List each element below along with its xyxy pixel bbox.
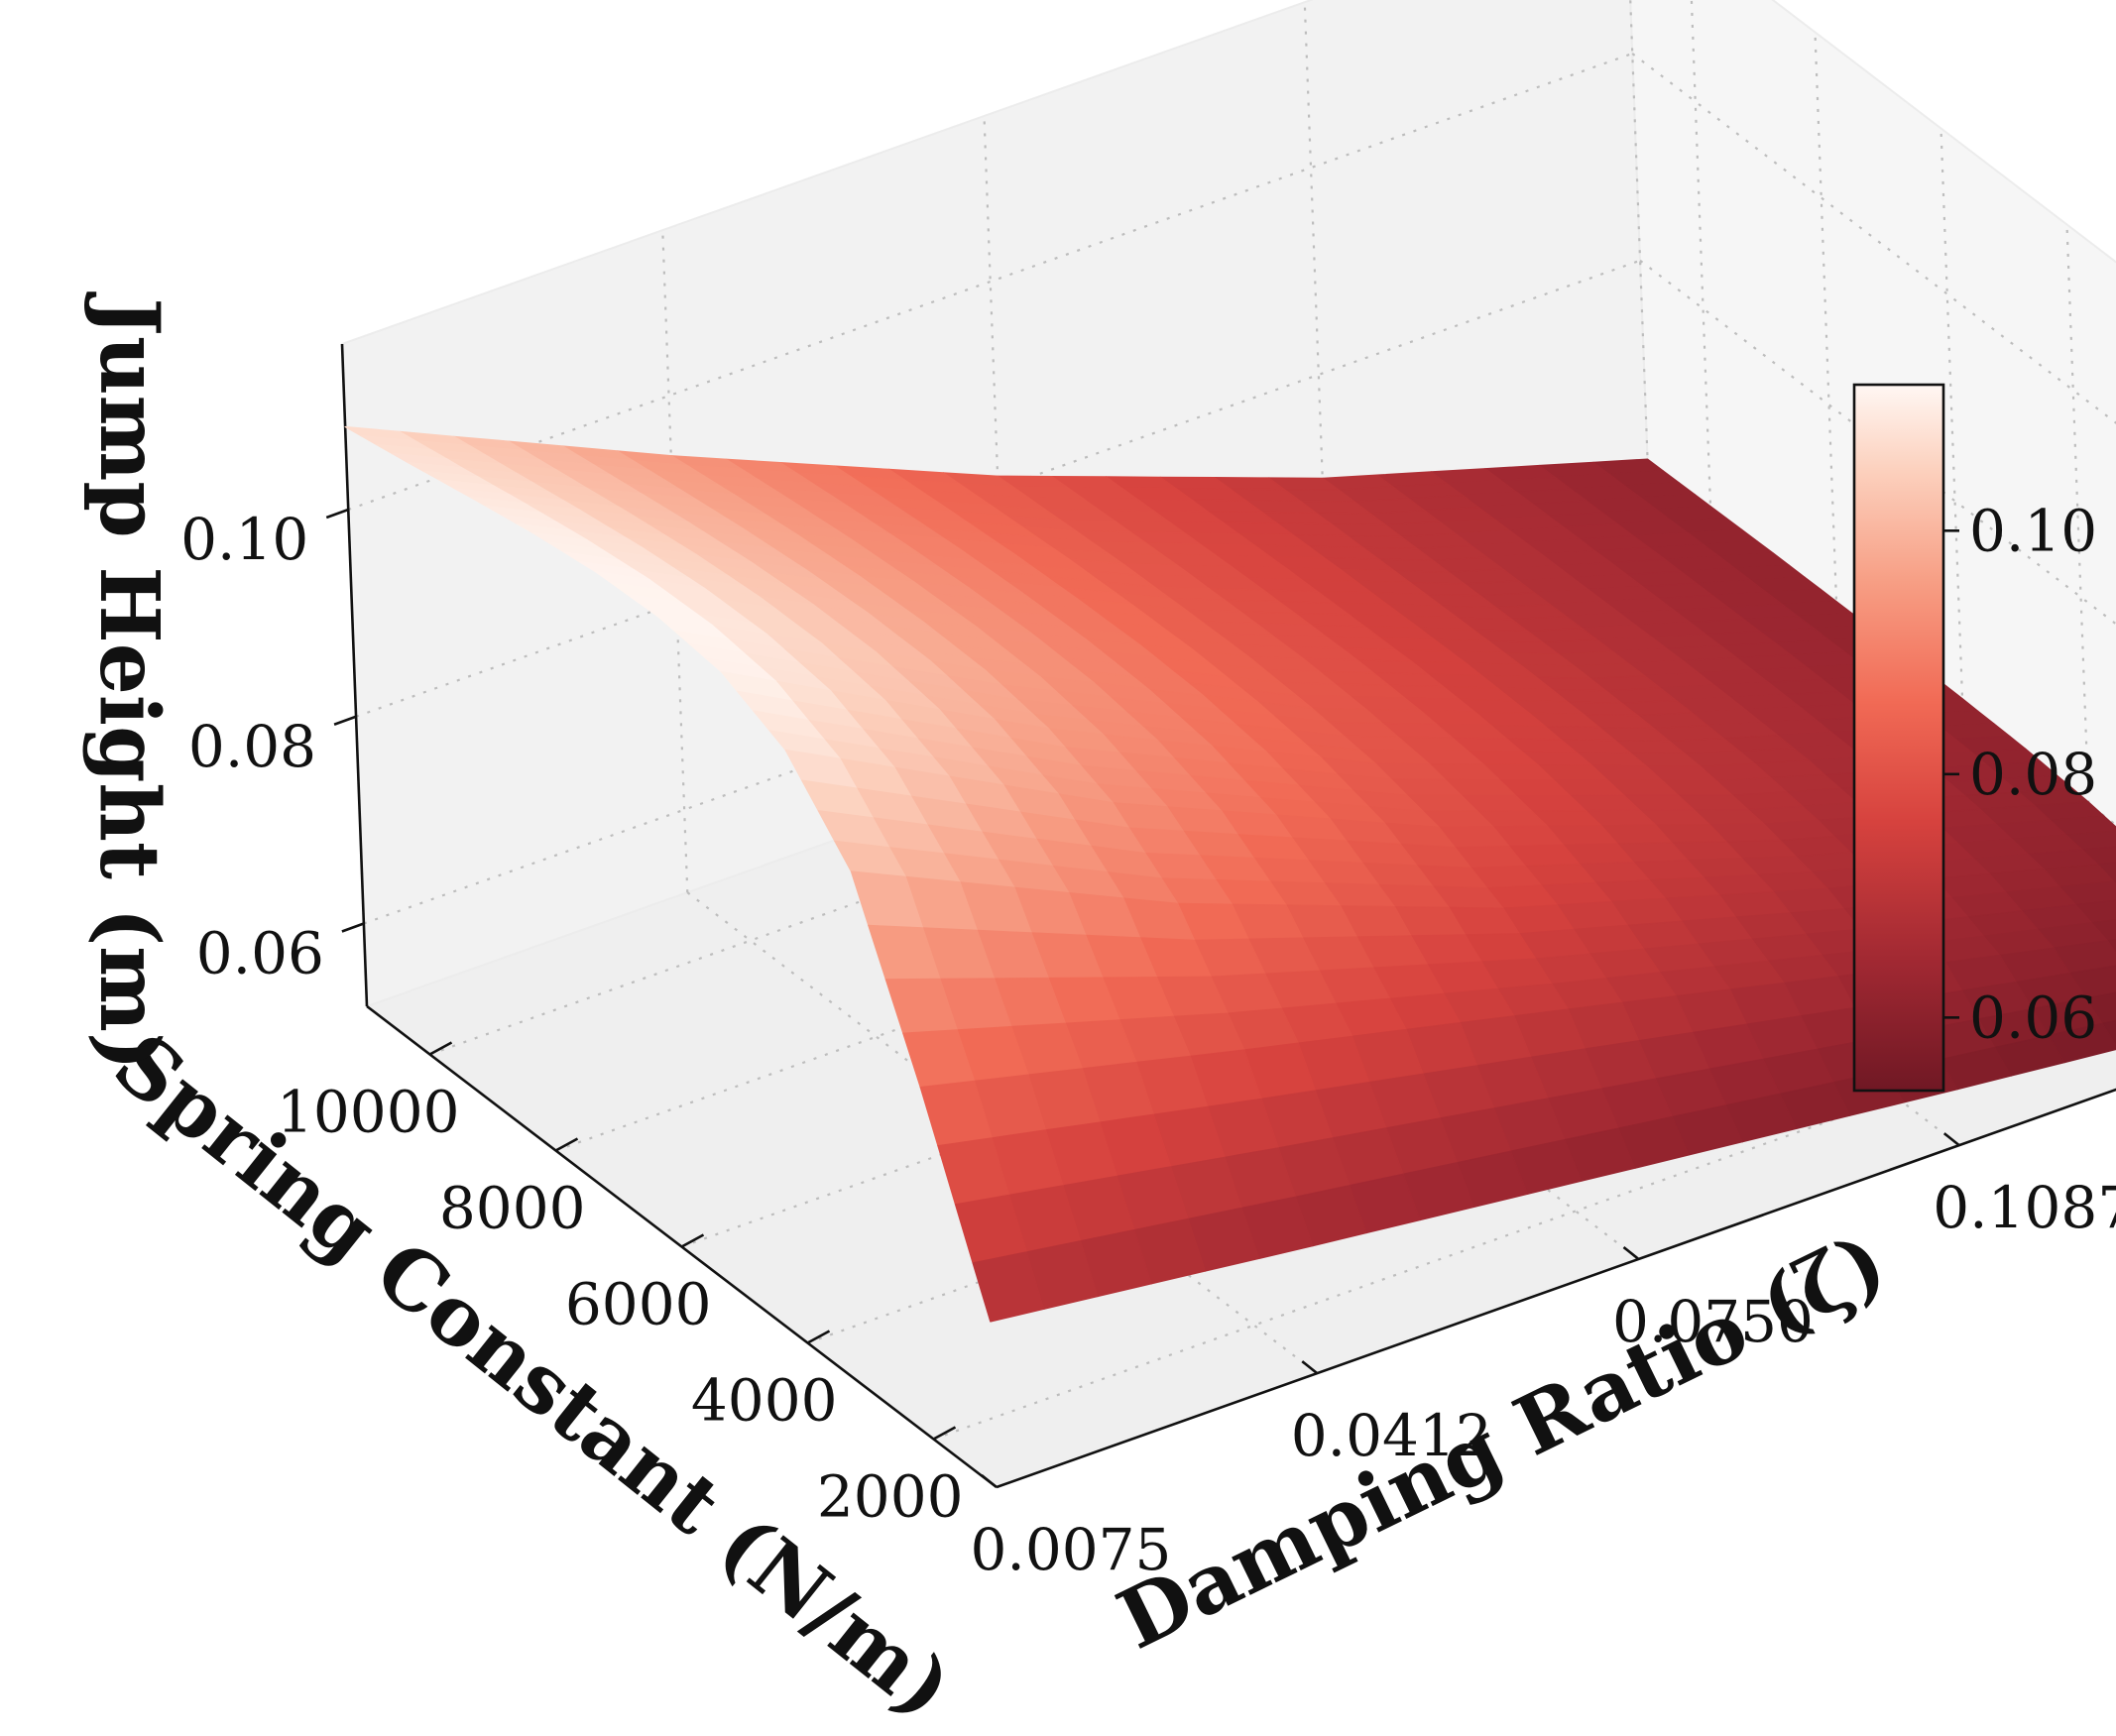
- y-tick-mark: [1301, 1360, 1319, 1375]
- grid-line-x-floor: [681, 789, 1966, 1248]
- z-tick-label: 0.08: [188, 713, 316, 780]
- grid-line-z-left: [347, 52, 1633, 512]
- x-tick-mark: [428, 1041, 453, 1056]
- grid-line-x-floor: [555, 693, 1840, 1152]
- x-tick-mark: [932, 1426, 957, 1441]
- z-tick-mark: [325, 508, 349, 520]
- x-tick-label: 6000: [565, 1271, 712, 1338]
- y-tick-label: 0.0075: [971, 1516, 1172, 1583]
- grid-line-y-floor: [686, 891, 1318, 1375]
- grid-line-x-floor: [429, 597, 1714, 1056]
- y-tick-label: 0.1087: [1933, 1174, 2116, 1241]
- y-tick-label: 0.0750: [1612, 1288, 1814, 1355]
- colorbar-tick-label: 0.06: [1969, 984, 2097, 1051]
- x-tick-label: 2000: [817, 1463, 964, 1531]
- axis-lines: [325, 343, 2116, 1489]
- y-tick-mark: [1622, 1245, 1640, 1261]
- z-tick-label: 0.06: [196, 920, 324, 987]
- colorbar-tick-label: 0.08: [1969, 741, 2097, 808]
- grid-line-z-right: [1639, 259, 2116, 626]
- x-tick-label: 10000: [277, 1079, 460, 1146]
- x-tick-mark: [680, 1233, 705, 1248]
- grid-line-z-right: [1631, 53, 2116, 424]
- z-axis-label: Jump Height (m): [81, 291, 176, 1071]
- y-tick-label: 0.0412: [1291, 1402, 1492, 1469]
- grid-line-x-floor: [933, 1017, 2116, 1441]
- z-axis-line: [340, 343, 369, 1007]
- grid-line-z-left: [363, 466, 1649, 925]
- colorbar-tick-label: 0.10: [1969, 497, 2097, 564]
- z-tick-mark: [341, 922, 365, 933]
- colorbar: 0.06 0.08 0.10: [1852, 383, 2097, 1093]
- surface-cell: [972, 1251, 1045, 1323]
- z-tick-label: 0.10: [180, 506, 308, 573]
- colorbar-gradient: [1852, 383, 1945, 1093]
- x-tick-mark: [554, 1137, 579, 1152]
- x-tick-mark: [806, 1330, 831, 1344]
- x-tick-label: 8000: [439, 1175, 586, 1242]
- y-tick-mark: [981, 1473, 998, 1489]
- grid-line-z-left: [355, 259, 1641, 718]
- z-tick-mark: [333, 715, 357, 726]
- x-tick-label: 4000: [691, 1367, 838, 1435]
- y-tick-mark: [1942, 1132, 1960, 1147]
